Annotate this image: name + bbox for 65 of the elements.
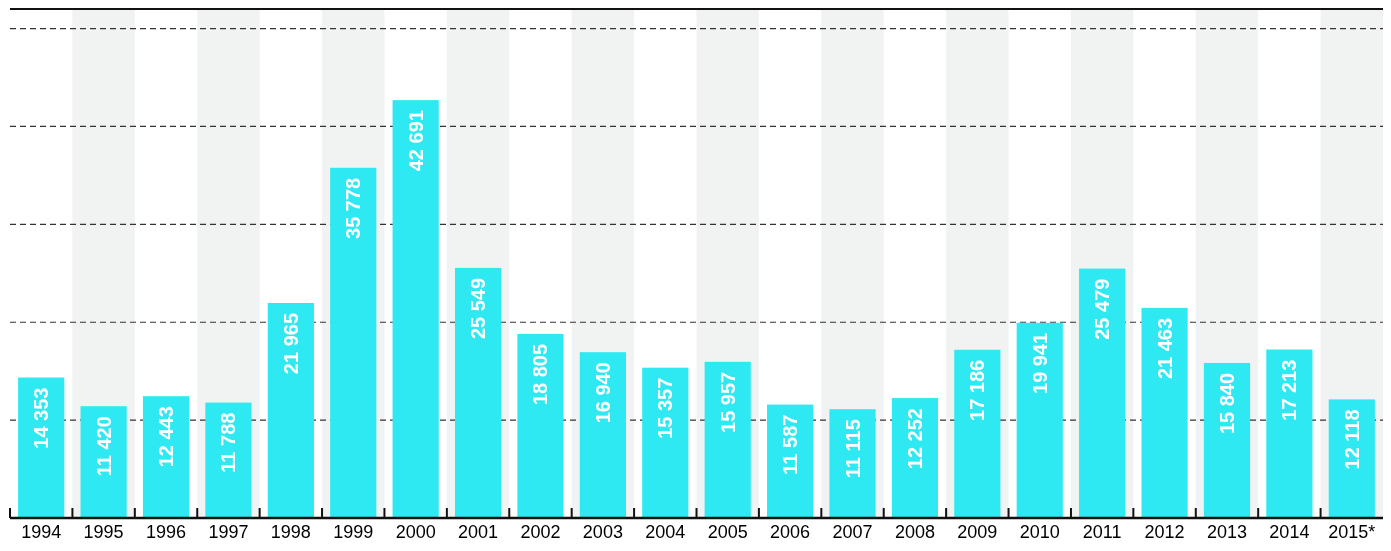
data-label: 17 213 <box>1278 359 1301 421</box>
data-label: 21 463 <box>1153 317 1176 380</box>
bar <box>1203 362 1251 518</box>
x-tick-label: 1997 <box>208 522 249 542</box>
bar <box>18 377 65 518</box>
data-label: 21 965 <box>279 313 302 375</box>
x-tick-label: 2000 <box>395 522 436 542</box>
x-tick-label: 1996 <box>146 522 187 542</box>
x-tick-label: 2013 <box>1206 522 1247 542</box>
data-label: 11 788 <box>217 412 240 473</box>
data-label: 15 840 <box>1215 372 1238 435</box>
x-tick-label: 1998 <box>270 522 311 542</box>
x-tick-label: 2006 <box>770 522 811 542</box>
x-tick-label: 2015* <box>1328 522 1376 542</box>
bar <box>330 167 377 518</box>
bar <box>891 398 939 518</box>
data-label: 15 357 <box>654 377 677 439</box>
bar <box>267 303 314 518</box>
data-label: 15 957 <box>716 371 739 433</box>
data-label: 11 420 <box>92 416 115 477</box>
x-tick-label: 2002 <box>520 522 561 542</box>
x-tick-label: 2009 <box>957 522 998 542</box>
bar <box>767 404 814 518</box>
x-tick-label: 2008 <box>894 522 935 542</box>
bar <box>80 406 127 518</box>
bar <box>392 100 439 518</box>
x-tick-label: 2005 <box>707 522 748 542</box>
x-tick-label: 1995 <box>83 522 124 542</box>
data-label: 14 353 <box>30 387 53 449</box>
x-tick-label: 1994 <box>21 522 62 542</box>
bar <box>1079 268 1126 518</box>
data-label: 12 252 <box>903 408 926 470</box>
data-label: 11 587 <box>779 414 802 475</box>
data-label: 12 443 <box>155 406 178 468</box>
data-label: 19 941 <box>1028 332 1051 394</box>
bar <box>642 367 689 518</box>
x-tick-label: 2003 <box>582 522 623 542</box>
bar <box>829 409 876 518</box>
data-label: 25 479 <box>1091 278 1114 340</box>
bar <box>1266 349 1313 518</box>
data-label: 17 186 <box>966 359 989 421</box>
data-label: 35 778 <box>342 177 365 239</box>
x-tick-label: 2011 <box>1082 522 1122 542</box>
x-tick-label: 2010 <box>1019 522 1060 542</box>
bar <box>1141 307 1188 518</box>
x-tick-label: 2004 <box>645 522 686 542</box>
x-tick-label: 2001 <box>458 522 499 542</box>
x-tick-label: 1999 <box>333 522 374 542</box>
bar <box>579 352 626 518</box>
x-tick-label: 2007 <box>832 522 873 542</box>
x-tick-label: 2012 <box>1144 522 1185 542</box>
bar <box>142 396 190 518</box>
bar <box>954 349 1001 518</box>
data-label: 18 805 <box>529 343 552 406</box>
data-label: 12 118 <box>1340 409 1363 470</box>
x-tick-label: 2014 <box>1269 522 1310 542</box>
data-label: 11 115 <box>841 419 864 479</box>
bar <box>205 402 252 518</box>
data-label: 25 549 <box>467 277 490 340</box>
bar <box>1328 399 1375 518</box>
data-label: 42 691 <box>404 110 427 172</box>
bar <box>1016 322 1063 518</box>
bar <box>704 361 751 518</box>
data-label: 16 940 <box>591 362 614 424</box>
bar <box>517 333 564 518</box>
